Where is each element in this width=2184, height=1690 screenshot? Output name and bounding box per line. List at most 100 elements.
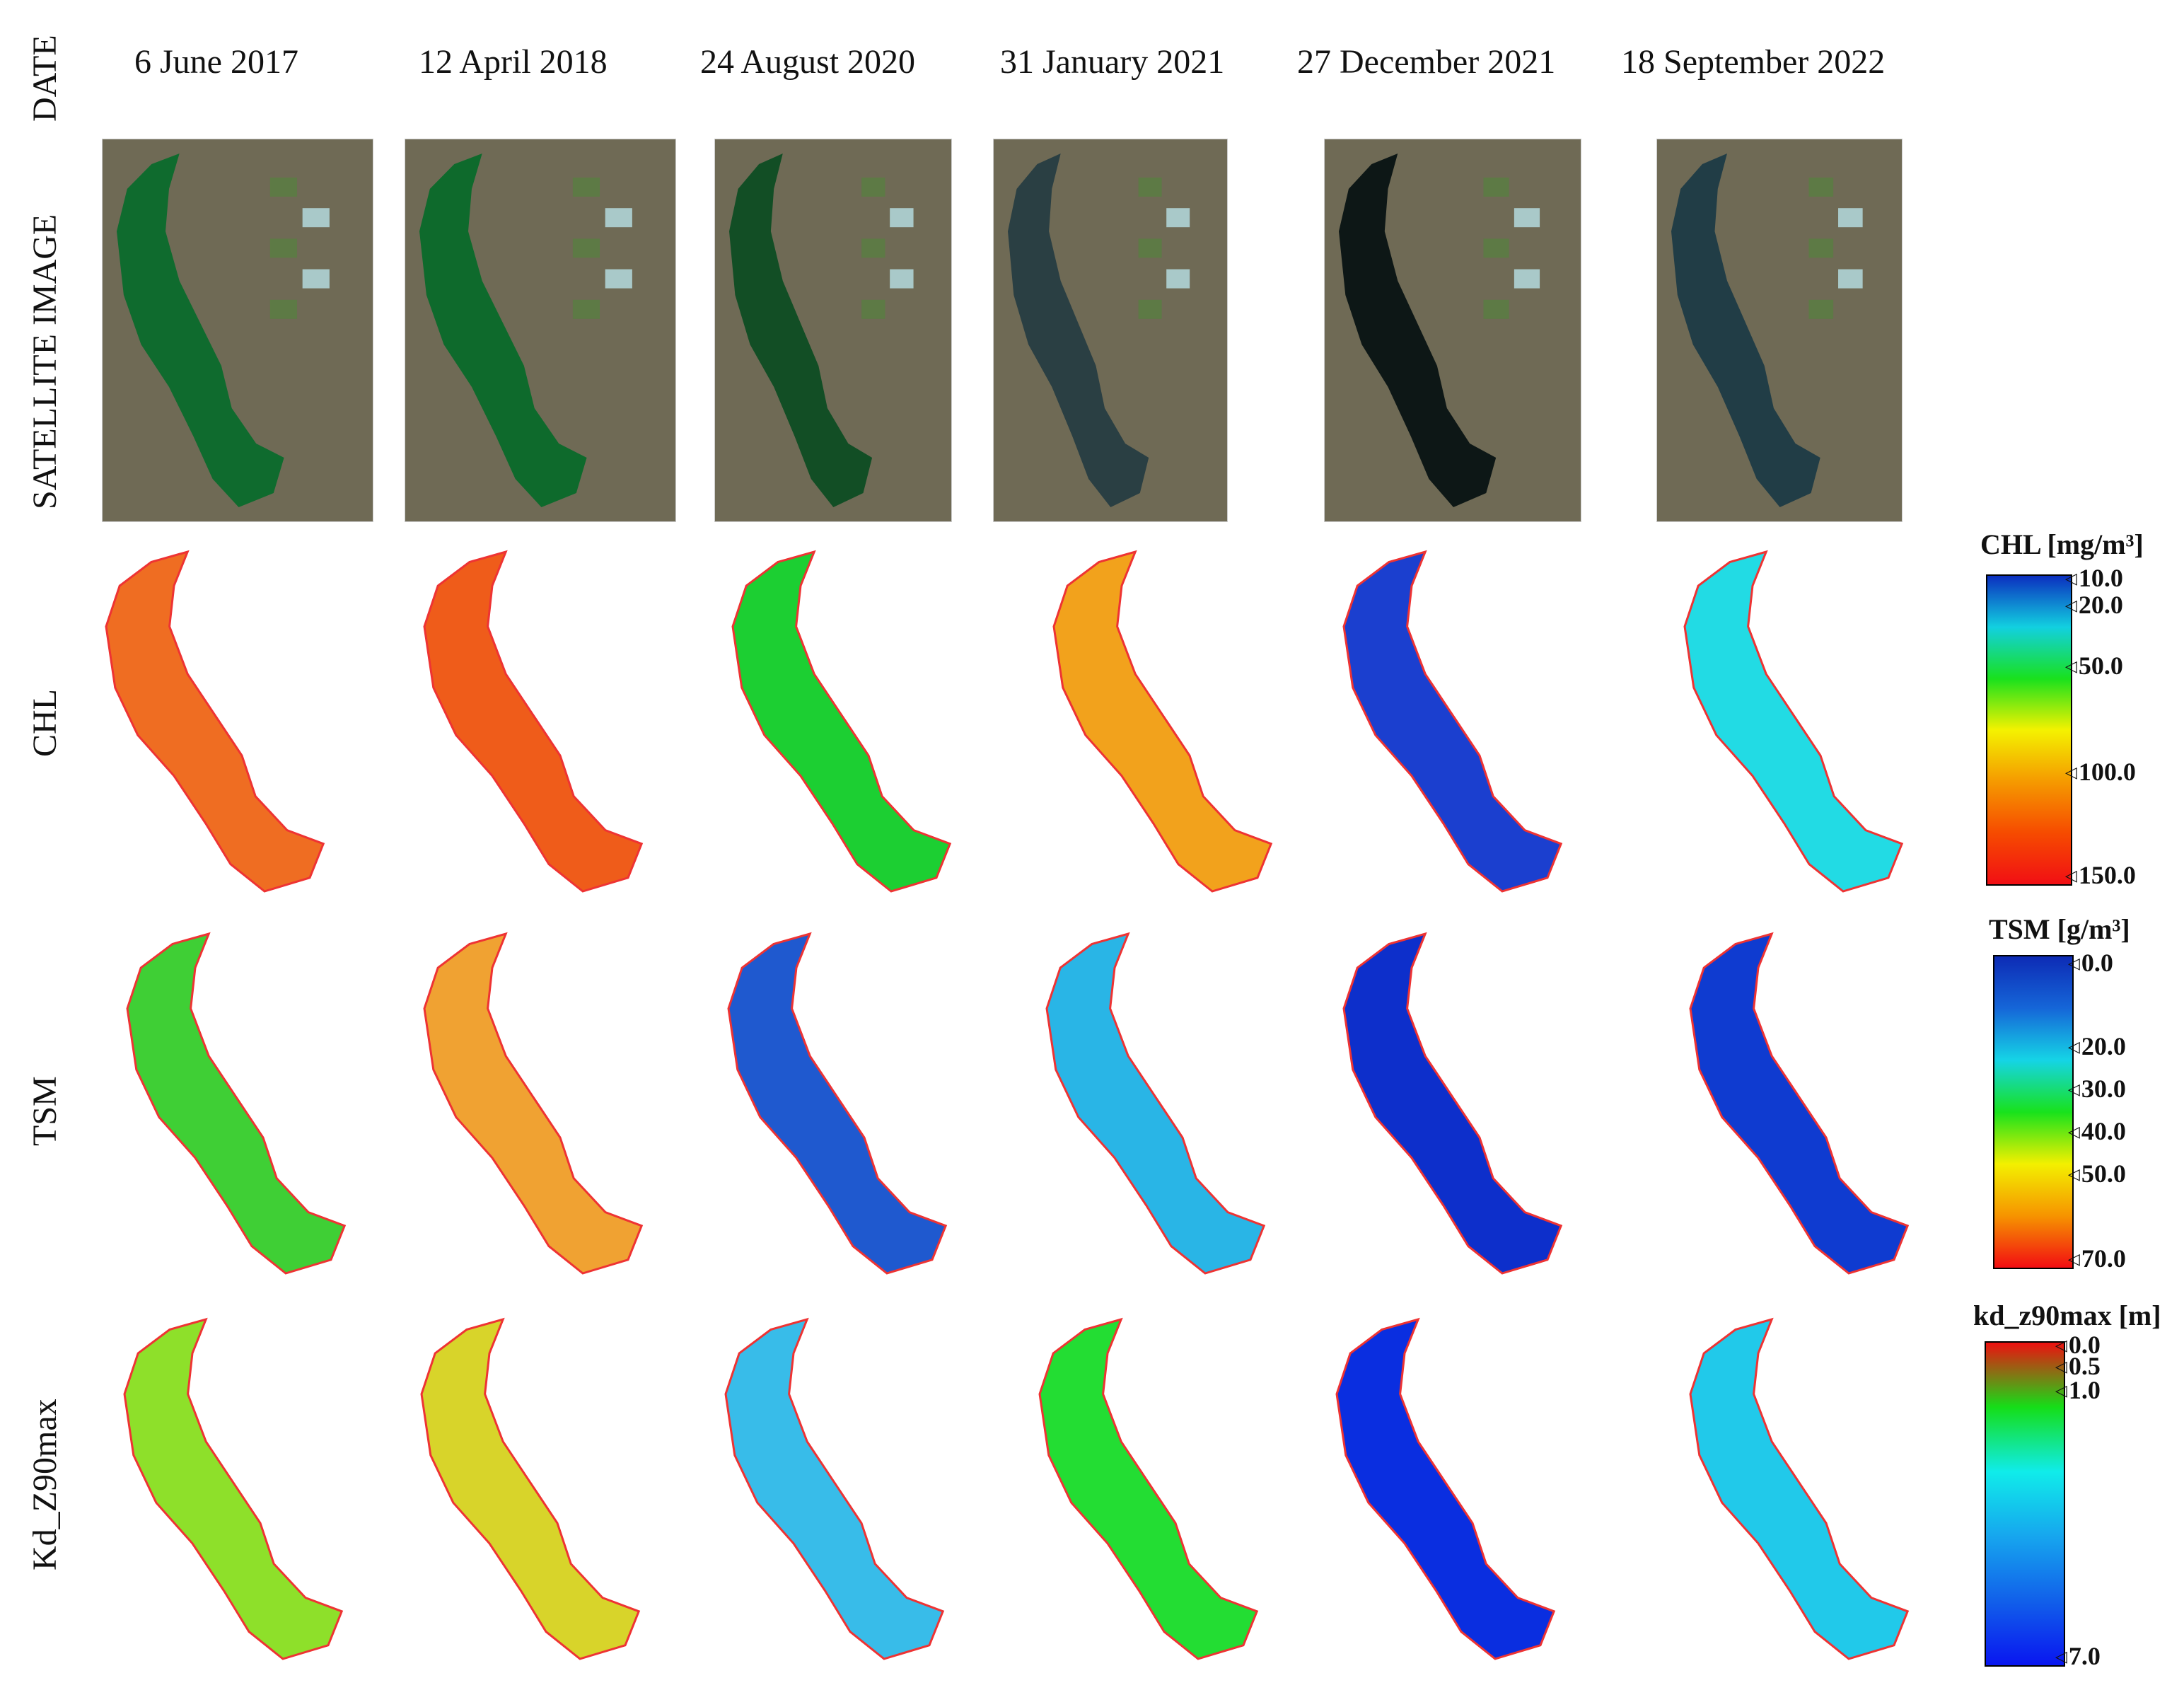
lake-water	[117, 154, 284, 507]
field-patch	[1138, 178, 1162, 197]
field-patch	[1138, 299, 1162, 319]
tsm-map	[1689, 932, 1910, 1275]
field-patch	[1808, 178, 1834, 197]
kd-tick: 1.0	[2055, 1375, 2101, 1405]
kd-legend-title: kd_z90max [m]	[1973, 1300, 2161, 1331]
field-patch	[1514, 208, 1540, 228]
kd-tick: 7.0	[2055, 1641, 2101, 1671]
row-label-chl: CHL	[26, 689, 64, 757]
row-label-kd: Kd_Z90max	[26, 1399, 64, 1570]
lake-shape	[1342, 932, 1563, 1275]
chl-tick: 100.0	[2065, 757, 2136, 787]
kd-map	[1689, 1317, 1910, 1660]
kd-map	[1335, 1317, 1556, 1660]
lake-shape	[420, 1317, 641, 1660]
satellite-image	[102, 139, 373, 522]
chl-tick: 10.0	[2065, 563, 2123, 593]
lake-shape	[1342, 550, 1563, 893]
row-label-tsm: TSM	[26, 1076, 64, 1146]
chl-tick: 20.0	[2065, 590, 2123, 620]
lake-shape	[1683, 550, 1904, 893]
row-label-satellite: SATELLITE IMAGE	[26, 214, 64, 509]
chl-tick: 50.0	[2065, 651, 2123, 681]
field-patch	[572, 299, 600, 319]
field-patch	[1808, 238, 1834, 258]
lake-shape	[1045, 932, 1266, 1275]
field-patch	[269, 299, 298, 319]
field-patch	[269, 238, 298, 258]
satellite-image	[1324, 139, 1581, 522]
field-patch	[1838, 208, 1863, 228]
field-patch	[1483, 299, 1509, 319]
tsm-tick: 50.0	[2068, 1159, 2126, 1188]
lake-shape	[1052, 550, 1273, 893]
kd-map	[1038, 1317, 1259, 1660]
row-label-date: DATE	[26, 35, 64, 122]
tsm-tick: 40.0	[2068, 1116, 2126, 1146]
lake-shape	[1689, 932, 1910, 1275]
lake-water	[1008, 154, 1149, 507]
tsm-legend-title: TSM [g/m³]	[1989, 913, 2130, 945]
field-patch	[605, 269, 632, 289]
lake-shape	[123, 1317, 344, 1660]
field-patch	[302, 269, 330, 289]
lake-shape	[105, 550, 325, 893]
field-patch	[1138, 238, 1162, 258]
field-patch	[890, 269, 914, 289]
satellite-image	[405, 139, 676, 522]
field-patch	[1514, 269, 1540, 289]
lake-shape	[423, 550, 644, 893]
chl-tick: 150.0	[2065, 860, 2136, 890]
tsm-tick: 70.0	[2068, 1244, 2126, 1273]
field-patch	[1838, 269, 1863, 289]
field-patch	[1483, 178, 1509, 197]
field-patch	[269, 178, 298, 197]
satellite-image	[1656, 139, 1903, 522]
lake-water	[729, 154, 873, 507]
lake-shape	[1038, 1317, 1259, 1660]
tsm-map	[423, 932, 644, 1275]
kd-colorbar	[1985, 1341, 2065, 1667]
field-patch	[302, 208, 330, 228]
date-label: 12 April 2018	[419, 43, 608, 81]
date-label: 6 June 2017	[134, 43, 298, 81]
chl-map	[1052, 550, 1273, 893]
tsm-map	[727, 932, 948, 1275]
lake-water	[1339, 154, 1497, 507]
lake-shape	[1689, 1317, 1910, 1660]
tsm-tick: 0.0	[2068, 948, 2113, 978]
lake-water	[419, 154, 587, 507]
tsm-map	[1342, 932, 1563, 1275]
tsm-map	[1045, 932, 1266, 1275]
date-label: 27 December 2021	[1297, 43, 1556, 81]
field-patch	[572, 178, 600, 197]
chl-map	[105, 550, 325, 893]
field-patch	[1166, 208, 1190, 228]
chl-map	[1342, 550, 1563, 893]
date-label: 31 January 2021	[1000, 43, 1225, 81]
satellite-image	[714, 139, 952, 522]
lake-shape	[423, 932, 644, 1275]
lake-shape	[724, 1317, 945, 1660]
field-patch	[1166, 269, 1190, 289]
tsm-tick: 30.0	[2068, 1074, 2126, 1104]
satellite-image	[993, 139, 1228, 522]
field-patch	[861, 299, 885, 319]
chl-legend-title: CHL [mg/m³]	[1980, 528, 2144, 560]
field-patch	[890, 208, 914, 228]
kd-map	[724, 1317, 945, 1660]
chl-colorbar	[1986, 574, 2072, 886]
field-patch	[861, 238, 885, 258]
date-label: 18 September 2022	[1621, 43, 1886, 81]
lake-shape	[1335, 1317, 1556, 1660]
field-patch	[605, 208, 632, 228]
field-patch	[572, 238, 600, 258]
lake-shape	[126, 932, 347, 1275]
field-patch	[861, 178, 885, 197]
lake-water	[1671, 154, 1820, 507]
tsm-map	[126, 932, 347, 1275]
lake-shape	[727, 932, 948, 1275]
kd-map	[123, 1317, 344, 1660]
chl-map	[423, 550, 644, 893]
date-label: 24 August 2020	[700, 43, 916, 81]
